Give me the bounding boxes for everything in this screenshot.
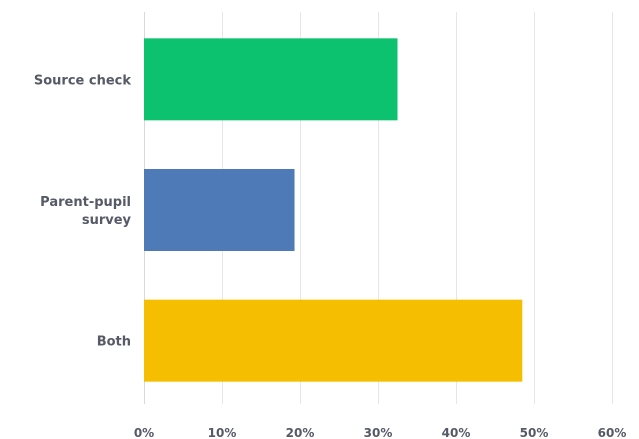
category-label-layer: Source check Parent-pupil survey Both [34,73,132,349]
x-tick-label-3: 30% [364,426,393,439]
bar-0[interactable] [144,38,398,121]
x-tick-label-2: 20% [286,426,315,439]
x-tick-label-6: 60% [598,426,627,439]
tick-label-layer: 0% 10% 20% 30% 40% 50% 60% [134,426,627,439]
category-label-1-line-1: survey [82,213,132,228]
category-label-1-line-0: Parent-pupil [40,195,131,210]
category-label-2-line-0: Both [97,335,131,350]
category-label-1: Parent-pupil survey [40,195,131,228]
x-tick-label-4: 40% [442,426,471,439]
bar-layer [144,38,523,382]
x-tick-label-1: 10% [208,426,237,439]
x-tick-label-5: 50% [520,426,549,439]
category-label-0: Source check [34,73,131,88]
bar-2[interactable] [144,299,523,382]
category-label-0-line-0: Source check [34,73,131,88]
x-tick-label-0: 0% [134,426,154,439]
bar-1[interactable] [144,169,295,251]
category-label-2: Both [97,335,131,350]
